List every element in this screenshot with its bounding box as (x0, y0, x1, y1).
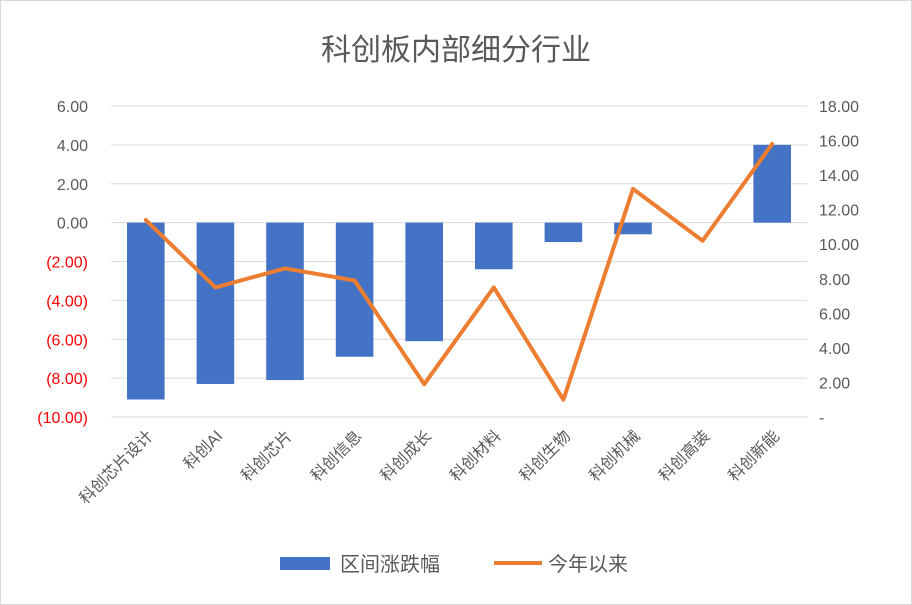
bar (127, 222, 165, 400)
left-tick-label: 0.00 (57, 216, 88, 233)
category-label: 科创芯片 (238, 427, 296, 485)
right-tick-label: 6.00 (819, 306, 850, 323)
category-label: 科创信息 (307, 427, 365, 485)
right-tick-label: 10.00 (819, 237, 859, 254)
left-tick-label: 6.00 (57, 99, 88, 116)
right-tick-label: 18.00 (819, 99, 859, 116)
category-label: 科创AI (180, 427, 226, 473)
left-tick-label: 2.00 (57, 177, 88, 194)
bar (753, 144, 791, 223)
bar (266, 222, 304, 381)
bar (335, 222, 374, 357)
bar (544, 222, 583, 243)
bar (475, 222, 513, 270)
bar (196, 222, 235, 384)
category-label: 科创芯片设计 (76, 427, 157, 508)
legend-bar-swatch (280, 557, 330, 570)
category-label: 科创机械 (586, 427, 644, 485)
line-series (143, 142, 775, 402)
category-labels: 科创芯片设计 科创AI 科创芯片 科创信息 科创成长 科创材料 科创生物 科创机械 科创高装 科创… (76, 427, 783, 508)
right-tick-label: 8.00 (819, 272, 850, 289)
category-label: 科创材料 (447, 427, 505, 485)
bar (614, 222, 652, 235)
chart-title: 科创板内部细分行业 (321, 34, 591, 67)
category-label: 科创高装 (655, 427, 713, 485)
right-axis-labels: 18.00 16.00 14.00 12.00 10.00 8.00 6.00 4.00 2.0… (819, 99, 859, 427)
bar-series (127, 144, 791, 400)
left-tick-label: (10.00) (37, 410, 88, 427)
category-label: 科创新能 (725, 427, 783, 485)
left-tick-label: (4.00) (46, 293, 88, 310)
line-path (143, 142, 775, 402)
legend-bar-label: 区间涨跌幅 (340, 553, 440, 576)
right-tick-label: 2.00 (819, 375, 850, 392)
legend-line-label: 今年以来 (548, 553, 628, 576)
right-tick-label: 12.00 (819, 203, 859, 220)
bar (405, 222, 443, 342)
right-tick-label: - (819, 410, 824, 427)
category-label: 科创生物 (516, 427, 574, 485)
left-tick-label: (2.00) (46, 255, 88, 272)
left-axis-labels: 6.00 4.00 2.00 0.00 (2.00) (4.00) (6.00) (8.00)… (37, 99, 88, 427)
right-tick-label: 14.00 (819, 168, 859, 185)
right-tick-label: 16.00 (819, 134, 859, 151)
right-tick-label: 4.00 (819, 341, 850, 358)
left-tick-label: 4.00 (57, 138, 88, 155)
legend: 区间涨跌幅 今年以来 (280, 553, 628, 576)
left-tick-label: (8.00) (46, 371, 88, 388)
left-tick-label: (6.00) (46, 332, 88, 349)
category-label: 科创成长 (377, 427, 435, 485)
